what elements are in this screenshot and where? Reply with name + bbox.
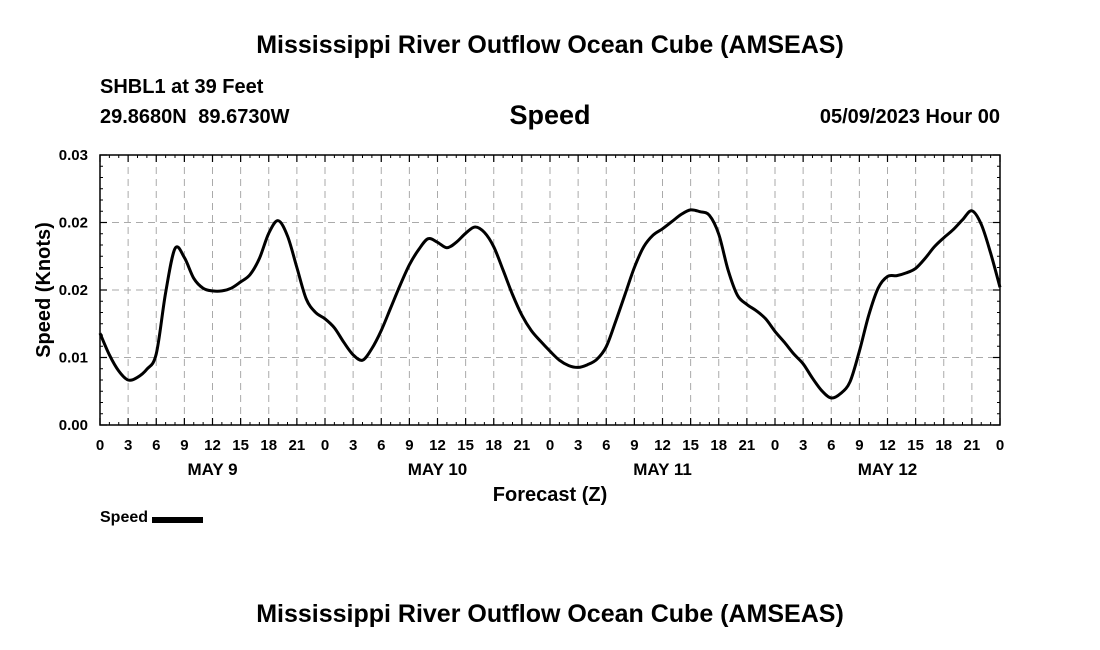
day-label: MAY 12	[858, 460, 918, 479]
x-tick-label: 21	[964, 437, 981, 454]
x-tick-label: 18	[260, 437, 277, 454]
x-tick-label: 9	[630, 437, 638, 454]
footer-title: Mississippi River Outflow Ocean Cube (AM…	[256, 600, 844, 628]
x-tick-label: 3	[799, 437, 807, 454]
x-tick-label: 0	[996, 437, 1004, 454]
x-tick-label: 3	[574, 437, 582, 454]
x-tick-label: 0	[321, 437, 329, 454]
x-tick-label: 0	[771, 437, 779, 454]
coordinates-label: 29.8680N 89.6730W	[100, 106, 290, 128]
x-tick-label: 3	[349, 437, 357, 454]
plot-frame	[99, 154, 1001, 426]
day-label: MAY 11	[633, 460, 692, 479]
x-tick-label: 21	[289, 437, 306, 454]
x-tick-label: 18	[710, 437, 727, 454]
x-tick-label: 0	[546, 437, 554, 454]
x-tick-label: 6	[602, 437, 610, 454]
x-tick-labels: 0 3 6 9 12 15 18 21 0 3 6 9 12 15 18 21 0 3 6 9 12 15 18 21 0 3 6 9…	[96, 437, 1004, 454]
x-tick-label: 6	[377, 437, 385, 454]
x-tick-label: 15	[682, 437, 699, 454]
x-tick-label: 3	[124, 437, 132, 454]
x-axis-label: Forecast (Z)	[493, 484, 607, 506]
x-tick-label: 9	[855, 437, 863, 454]
speed-series-line	[98, 208, 1002, 400]
x-tick-label: 6	[152, 437, 160, 454]
forecast-datetime: 05/09/2023 Hour 00	[819, 106, 1000, 128]
legend: Speed	[100, 509, 204, 527]
legend-swatch	[152, 516, 204, 523]
x-tick-label: 9	[180, 437, 188, 454]
y-tick-label: 0.02	[59, 215, 88, 232]
x-tick-label: 12	[879, 437, 896, 454]
x-tick-label: 12	[204, 437, 221, 454]
x-tick-label: 21	[739, 437, 756, 454]
station-label: SHBL1 at 39 Feet	[100, 76, 264, 98]
legend-label: Speed	[100, 509, 149, 526]
day-label: MAY 10	[408, 460, 468, 479]
x-tick-label: 12	[429, 437, 446, 454]
chart-subtitle: Speed	[509, 100, 591, 130]
x-tick-label: 21	[514, 437, 531, 454]
x-tick-label: 9	[405, 437, 413, 454]
grid	[100, 155, 1000, 425]
chart-title: Mississippi River Outflow Ocean Cube (AM…	[256, 31, 844, 59]
x-tick-label: 15	[907, 437, 924, 454]
day-label: MAY 9	[187, 460, 237, 479]
day-labels: MAY 9 MAY 10 MAY 11 MAY 12	[187, 460, 917, 479]
x-tick-label: 15	[457, 437, 474, 454]
y-tick-label: 0.02	[59, 282, 88, 299]
x-tick-label: 15	[232, 437, 249, 454]
y-tick-label: 0.03	[59, 147, 88, 164]
x-tick-label: 0	[96, 437, 104, 454]
y-axis-label: Speed (Knots)	[33, 222, 55, 358]
x-tick-label: 18	[935, 437, 952, 454]
y-tick-labels: 0.00 0.01 0.02 0.02 0.03	[59, 147, 88, 434]
x-tick-label: 6	[827, 437, 835, 454]
x-tick-label: 12	[654, 437, 671, 454]
x-tick-label: 18	[485, 437, 502, 454]
y-tick-label: 0.00	[59, 417, 88, 434]
y-tick-label: 0.01	[59, 350, 88, 367]
